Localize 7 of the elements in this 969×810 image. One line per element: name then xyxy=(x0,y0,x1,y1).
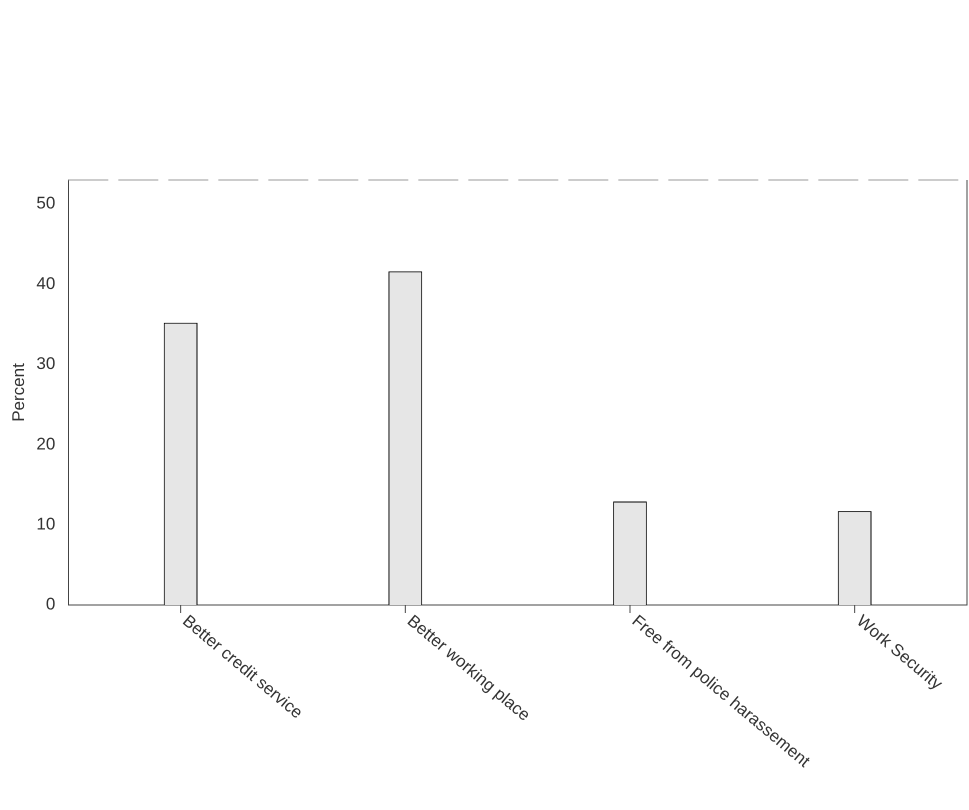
y-tick-label: 0 xyxy=(46,594,56,614)
y-tick-label: 40 xyxy=(36,274,56,293)
y-tick-label: 20 xyxy=(36,434,56,454)
y-axis-title: Percent xyxy=(8,362,28,422)
y-tick-label: 30 xyxy=(36,354,56,374)
y-tick-label: 50 xyxy=(36,194,56,213)
y-tick-label: 10 xyxy=(36,514,56,534)
